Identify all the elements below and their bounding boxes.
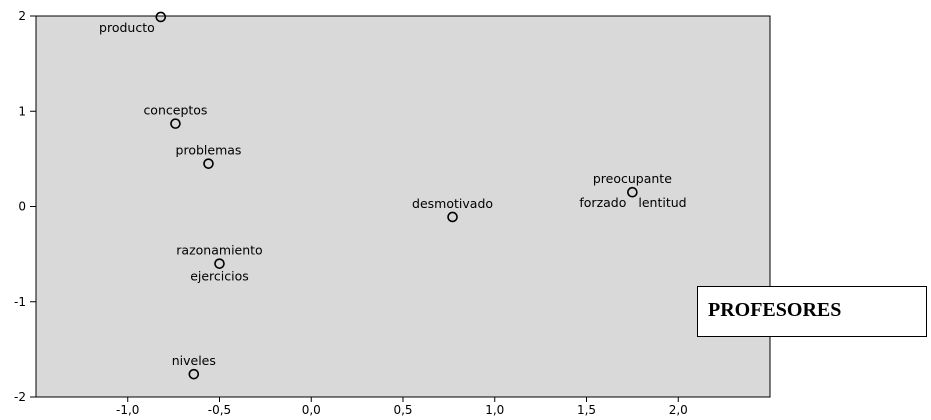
y-tick-label: -2 bbox=[14, 390, 26, 404]
data-points: producto conceptos problemas razonamiento ej… bbox=[99, 11, 687, 380]
plot-area bbox=[35, 15, 771, 398]
point-label: niveles bbox=[172, 353, 216, 368]
point-label: problemas bbox=[176, 143, 242, 158]
point-label: conceptos bbox=[143, 103, 207, 118]
point-marker bbox=[188, 368, 200, 380]
point-marker bbox=[170, 118, 181, 129]
axes: -2 -1 0 1 2 -1,0 -0,5 0,0 0,5 1,0 1,5 2,0 bbox=[14, 9, 688, 417]
point-label: preocupante bbox=[593, 171, 672, 186]
point-label: producto bbox=[99, 20, 155, 35]
caption-label: PROFESORES bbox=[708, 299, 842, 321]
caption-box: PROFESORES bbox=[697, 286, 927, 337]
x-tick-label: 2,0 bbox=[669, 403, 688, 417]
point-label: desmotivado bbox=[412, 196, 493, 211]
point-marker bbox=[155, 11, 167, 23]
point-marker bbox=[447, 211, 458, 223]
x-tick-label: 0,0 bbox=[302, 403, 321, 417]
x-tick-label: -1,0 bbox=[116, 403, 139, 417]
y-tick-label: 0 bbox=[18, 200, 26, 214]
y-tick-label: 2 bbox=[18, 9, 26, 23]
point-marker bbox=[203, 158, 214, 169]
point-label: razonamiento bbox=[176, 243, 262, 258]
x-tick-label: -0,5 bbox=[208, 403, 231, 417]
point-label: forzado bbox=[579, 195, 626, 210]
point-marker bbox=[627, 186, 638, 198]
y-tick-label: -1 bbox=[14, 295, 26, 309]
x-tick-label: 0,5 bbox=[393, 403, 412, 417]
point-label: lentitud bbox=[638, 195, 686, 210]
y-tick-label: 1 bbox=[18, 104, 26, 118]
x-tick-label: 1,5 bbox=[577, 403, 596, 417]
point-label: ejercicios bbox=[190, 269, 249, 284]
x-tick-label: 1,0 bbox=[485, 403, 504, 417]
point-marker bbox=[214, 258, 225, 269]
